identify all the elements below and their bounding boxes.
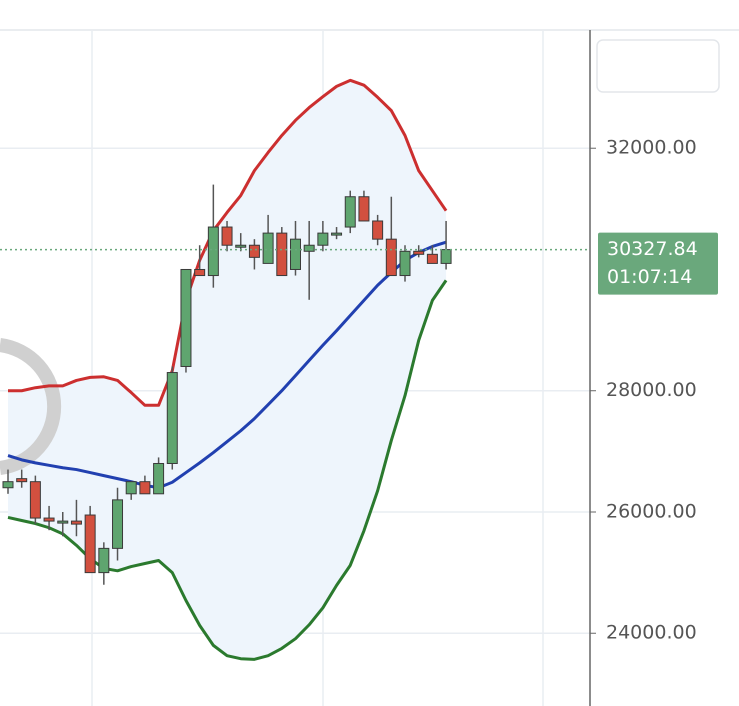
- candle-body: [344, 196, 356, 228]
- candle-body: [358, 196, 370, 222]
- band-fill: [8, 80, 447, 660]
- candle-body: [413, 250, 425, 255]
- candle-body: [153, 462, 165, 495]
- candle-body: [221, 226, 233, 246]
- candle-body: [385, 238, 397, 277]
- candle-body: [235, 244, 247, 248]
- candle-body: [139, 481, 151, 495]
- axis-button[interactable]: [596, 39, 720, 93]
- candle-body: [180, 268, 192, 367]
- y-tick-label: 26000.00: [606, 500, 697, 522]
- band-line: [8, 78, 448, 407]
- band-line: [7, 279, 448, 661]
- candle-body: [207, 226, 219, 277]
- candle-body: [317, 232, 329, 246]
- countdown-label: 01:07:14: [607, 266, 692, 288]
- candle-body: [125, 481, 137, 495]
- candle-body: [262, 232, 274, 264]
- last-price-box: [598, 232, 718, 295]
- candle-body: [98, 547, 110, 574]
- candle-body: [399, 250, 411, 277]
- last-price-label: 30327.84: [607, 238, 698, 260]
- candle-body: [112, 499, 124, 549]
- band-line: [7, 240, 447, 490]
- candle-body: [29, 481, 41, 519]
- candle-body: [440, 249, 452, 264]
- candle-body: [331, 232, 343, 236]
- candle-body: [289, 238, 301, 270]
- candle-body: [248, 244, 260, 258]
- candle-body: [372, 220, 384, 240]
- candle-body: [43, 517, 55, 522]
- candle-body: [426, 253, 438, 264]
- price-axis: 24000.00 26000.00 28000.00 32000.00 30327.84…: [590, 137, 718, 644]
- candle-body: [57, 520, 69, 524]
- plot: [0, 78, 590, 661]
- candle-body: [194, 268, 206, 277]
- y-tick-label: 28000.00: [606, 379, 697, 401]
- y-tick-label: 32000.00: [606, 137, 697, 159]
- y-tick-label: 24000.00: [606, 622, 697, 644]
- candle-body: [2, 481, 14, 489]
- candle-body: [303, 244, 315, 252]
- candle-body: [70, 520, 82, 525]
- candle-body: [84, 514, 96, 574]
- candle-body: [166, 372, 178, 464]
- candle-body: [16, 478, 28, 483]
- candle-body: [276, 232, 288, 277]
